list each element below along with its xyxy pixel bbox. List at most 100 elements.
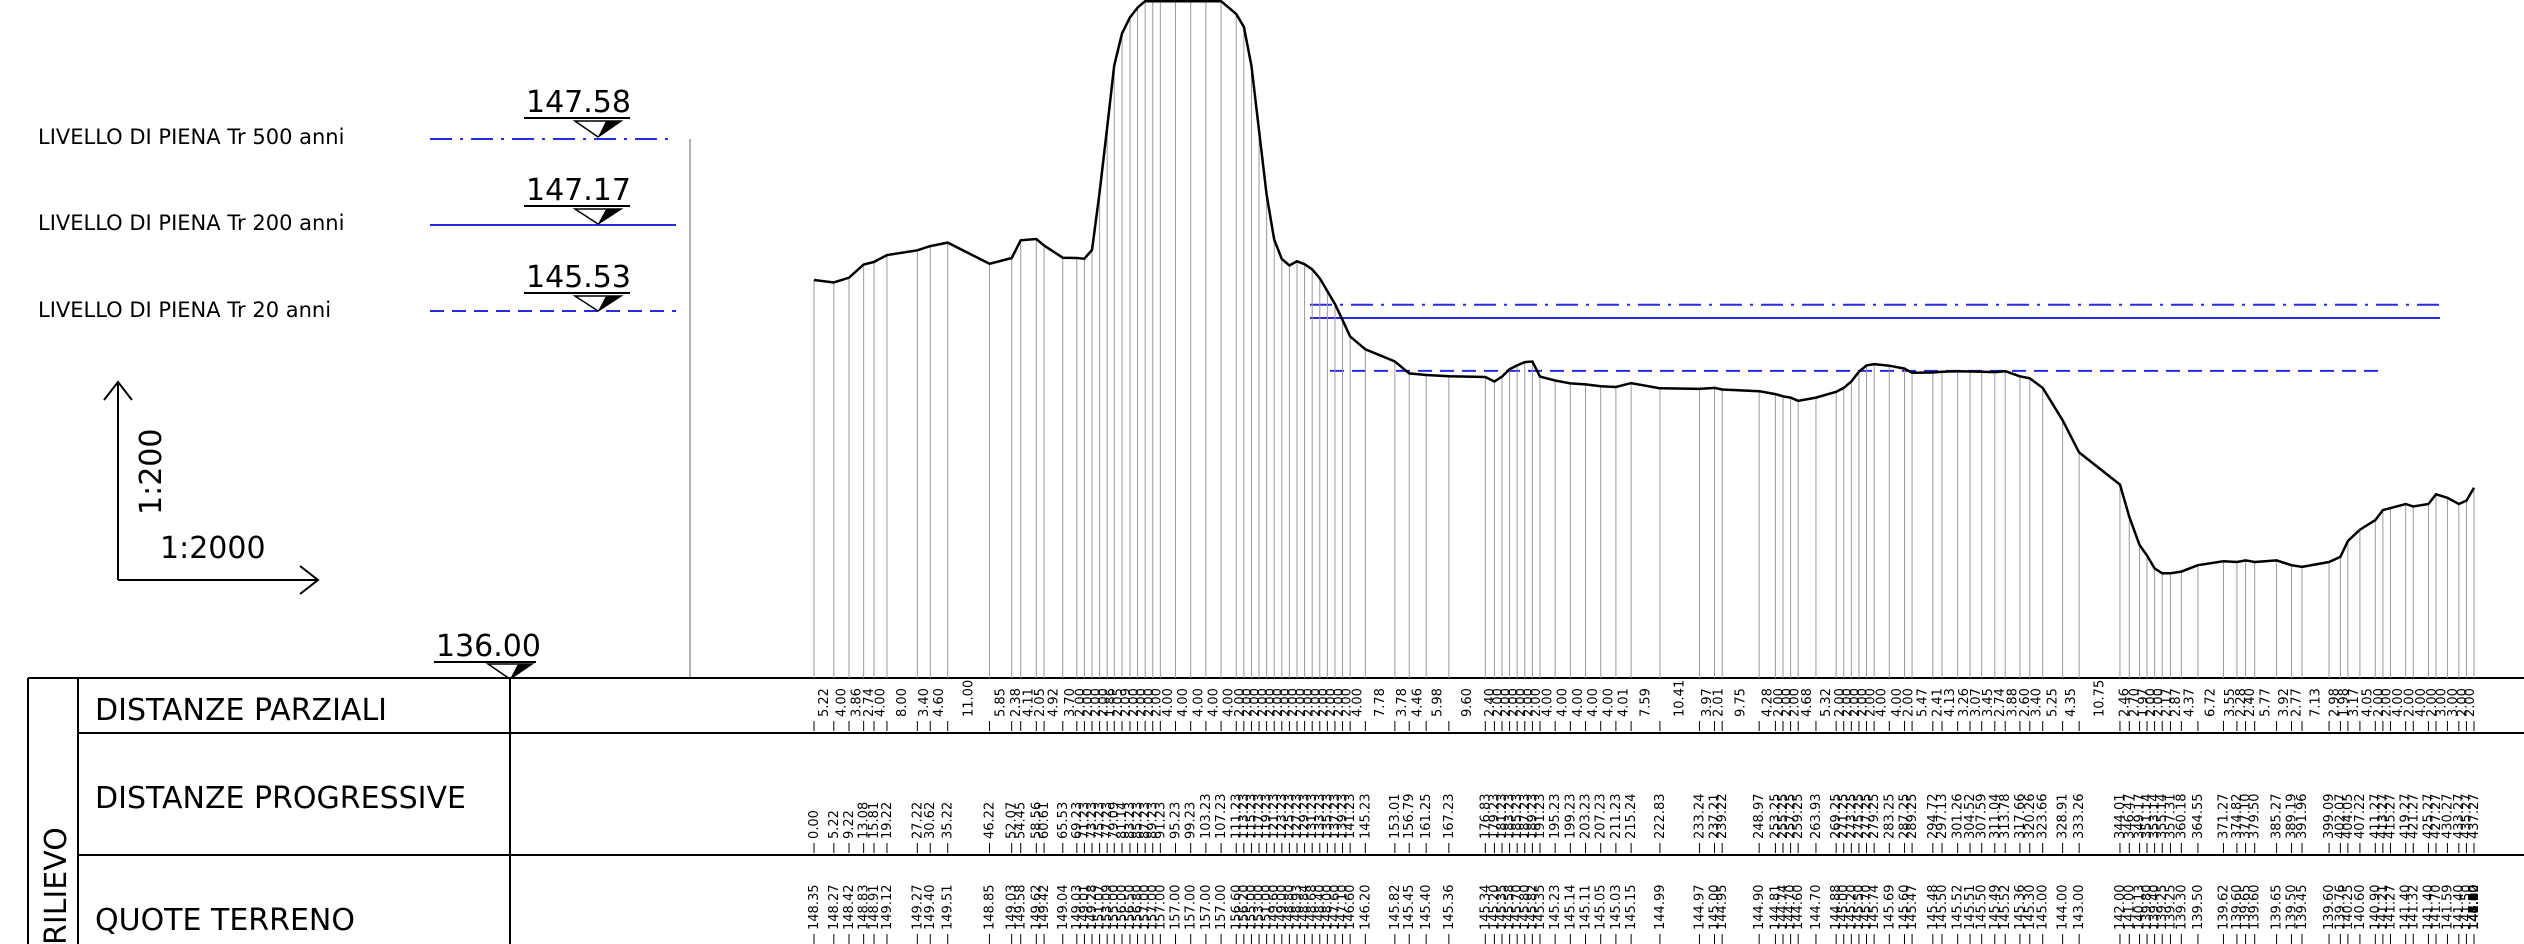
parziale-value: 4.00 [1601, 688, 1616, 717]
parziale-value: 2.00 [1089, 688, 1104, 717]
parziale-value: 5.47 [1916, 688, 1931, 717]
parziale-value: 2.00 [1263, 688, 1278, 717]
progressiva-value: 425.27 [2421, 794, 2436, 840]
quota-value: 146.60 [2467, 885, 2482, 931]
parziale-value: 3.40 [917, 688, 932, 717]
quota-value: 147.00 [2467, 885, 2482, 931]
quota-value: 145.52 [1998, 885, 2013, 931]
progressiva-value: 187.23 [1518, 794, 1533, 840]
parziale-value: 2.00 [2456, 688, 2471, 717]
quota-value: 148.83 [857, 885, 872, 931]
quota-value: 145.82 [1525, 885, 1540, 931]
parziale-value: 2.00 [2463, 688, 2478, 717]
parziale-value: 4.00 [1207, 688, 1222, 717]
parziale-value: 2.00 [1491, 688, 1506, 717]
parziale-value: 7.59 [1639, 688, 1654, 717]
parziale-value: 2.00 [1294, 688, 1309, 717]
parziale-value: 10.75 [2093, 680, 2108, 717]
quota-value: 149.28 [1085, 885, 1100, 931]
data-table: RILIEVO DISTANZE PARZIALI DISTANZE PROGR… [27, 677, 2524, 944]
progressiva-value: 121.23 [1267, 794, 1282, 840]
progressiva-value: 115.23 [1244, 794, 1259, 840]
quota-value: 149.42 [1037, 885, 1052, 931]
quota-value: 149.00 [1275, 885, 1290, 931]
parziale-value: 3.40 [2029, 688, 2044, 717]
quota-value: 145.20 [1844, 885, 1859, 931]
quota-value: 141.70 [2429, 885, 2444, 931]
progressiva-value: 415.27 [2384, 794, 2399, 840]
parziale-value: 2.01 [1711, 688, 1726, 717]
progressiva-value: 385.27 [2270, 794, 2285, 840]
progressiva-value: 222.83 [1653, 794, 1668, 840]
parziale-value: 6.72 [2204, 688, 2219, 717]
parziale-value: 4.00 [1875, 688, 1890, 717]
flood-legend: LIVELLO DI PIENA Tr 500 anni 147.58 LIVE… [38, 85, 691, 677]
quota-value: 142.40 [2467, 885, 2482, 931]
scale-indicator: 1:200 1:2000 [103, 380, 320, 595]
parziale-value: 10.41 [1673, 680, 1688, 717]
progressiva-value: 253.25 [1768, 794, 1783, 840]
quota-value: 145.69 [1882, 885, 1897, 931]
parziale-value: 2.05 [1033, 688, 1048, 717]
parziale-value: 4.00 [1222, 688, 1237, 717]
progressiva-value: 311.04 [1988, 794, 2003, 840]
quota-value: 145.60 [2467, 885, 2482, 931]
quota-value: 139.30 [2174, 885, 2189, 931]
parziale-value: 1.98 [2337, 688, 2352, 717]
progressiva-value: 27.22 [910, 802, 925, 839]
quota-value: 141.90 [2467, 885, 2482, 931]
progressiva-value: 19.22 [880, 802, 895, 839]
progressiva-value: 402.07 [2333, 794, 2348, 840]
quota-value: 141.40 [2399, 885, 2414, 931]
quota-value: 146.20 [2467, 885, 2482, 931]
quota-value: 143.80 [2467, 885, 2482, 931]
parziale-value: 2.87 [2169, 688, 2184, 717]
progressiva-value: 313.78 [1998, 794, 2013, 840]
quota-value: 141.00 [2122, 885, 2137, 931]
parziale-value: 2.00 [1301, 688, 1316, 717]
progressiva-value: 69.23 [1070, 802, 1085, 839]
parziale-value: 4.00 [1586, 688, 1601, 717]
progressiva-value: 371.27 [2216, 794, 2231, 840]
quota-value: 141.80 [2467, 885, 2482, 931]
quota-value: 145.49 [1988, 885, 2003, 931]
quota-value: 145.14 [1563, 885, 1578, 931]
progressiva-value: 430.27 [2440, 794, 2455, 840]
parziale-value: 2.41 [1930, 688, 1945, 717]
progressiva-value: 153.01 [1388, 794, 1403, 840]
parziale-value: 3.55 [2223, 688, 2238, 717]
parziale-value: 5.98 [1431, 688, 1446, 717]
quota-value: 145.70 [1510, 885, 1525, 931]
quota-value: 145.00 [1708, 885, 1723, 931]
quota-value: 145.34 [1478, 885, 1493, 931]
progressiva-value: 189.23 [1525, 794, 1540, 840]
progressiva-value: 73.23 [1085, 802, 1100, 839]
parziale-value: 4.60 [932, 688, 947, 717]
progressiva-value: 360.18 [2174, 794, 2189, 840]
quota-value: 146.60 [1343, 885, 1358, 931]
quota-value: 139.60 [2248, 885, 2263, 931]
quota-value: 144.00 [2056, 885, 2071, 931]
quota-value: 139.65 [2239, 885, 2254, 931]
progressiva-value: 85.23 [1131, 802, 1146, 839]
parziale-value: 2.74 [862, 688, 877, 717]
quota-value: 149.04 [1056, 885, 1071, 931]
table-group-label: RILIEVO [39, 827, 74, 944]
progressiva-value: 207.23 [1594, 794, 1609, 840]
progressiva-value: 137.23 [1328, 794, 1343, 840]
progressiva-value: 273.25 [1844, 794, 1859, 840]
parziale-value: 2.00 [1134, 688, 1149, 717]
parziale-value: 3.78 [1395, 688, 1410, 717]
datum-marker: 136.00 [434, 629, 541, 680]
progressiva-value: 0.00 [807, 810, 822, 839]
flood-lines [1310, 303, 2444, 372]
progressiva-value: 35.22 [941, 802, 956, 839]
progressiva-value: 107.23 [1214, 794, 1229, 840]
parziale-value: 2.00 [1309, 688, 1324, 717]
quota-value: 141.21 [2376, 885, 2391, 931]
progressiva-value: 379.50 [2248, 794, 2263, 840]
progressiva-value: 307.59 [1975, 794, 1990, 840]
progressiva-value: 15.81 [867, 802, 882, 839]
quota-value: 144.74 [1776, 885, 1791, 931]
quota-value: 145.35 [1495, 885, 1510, 931]
